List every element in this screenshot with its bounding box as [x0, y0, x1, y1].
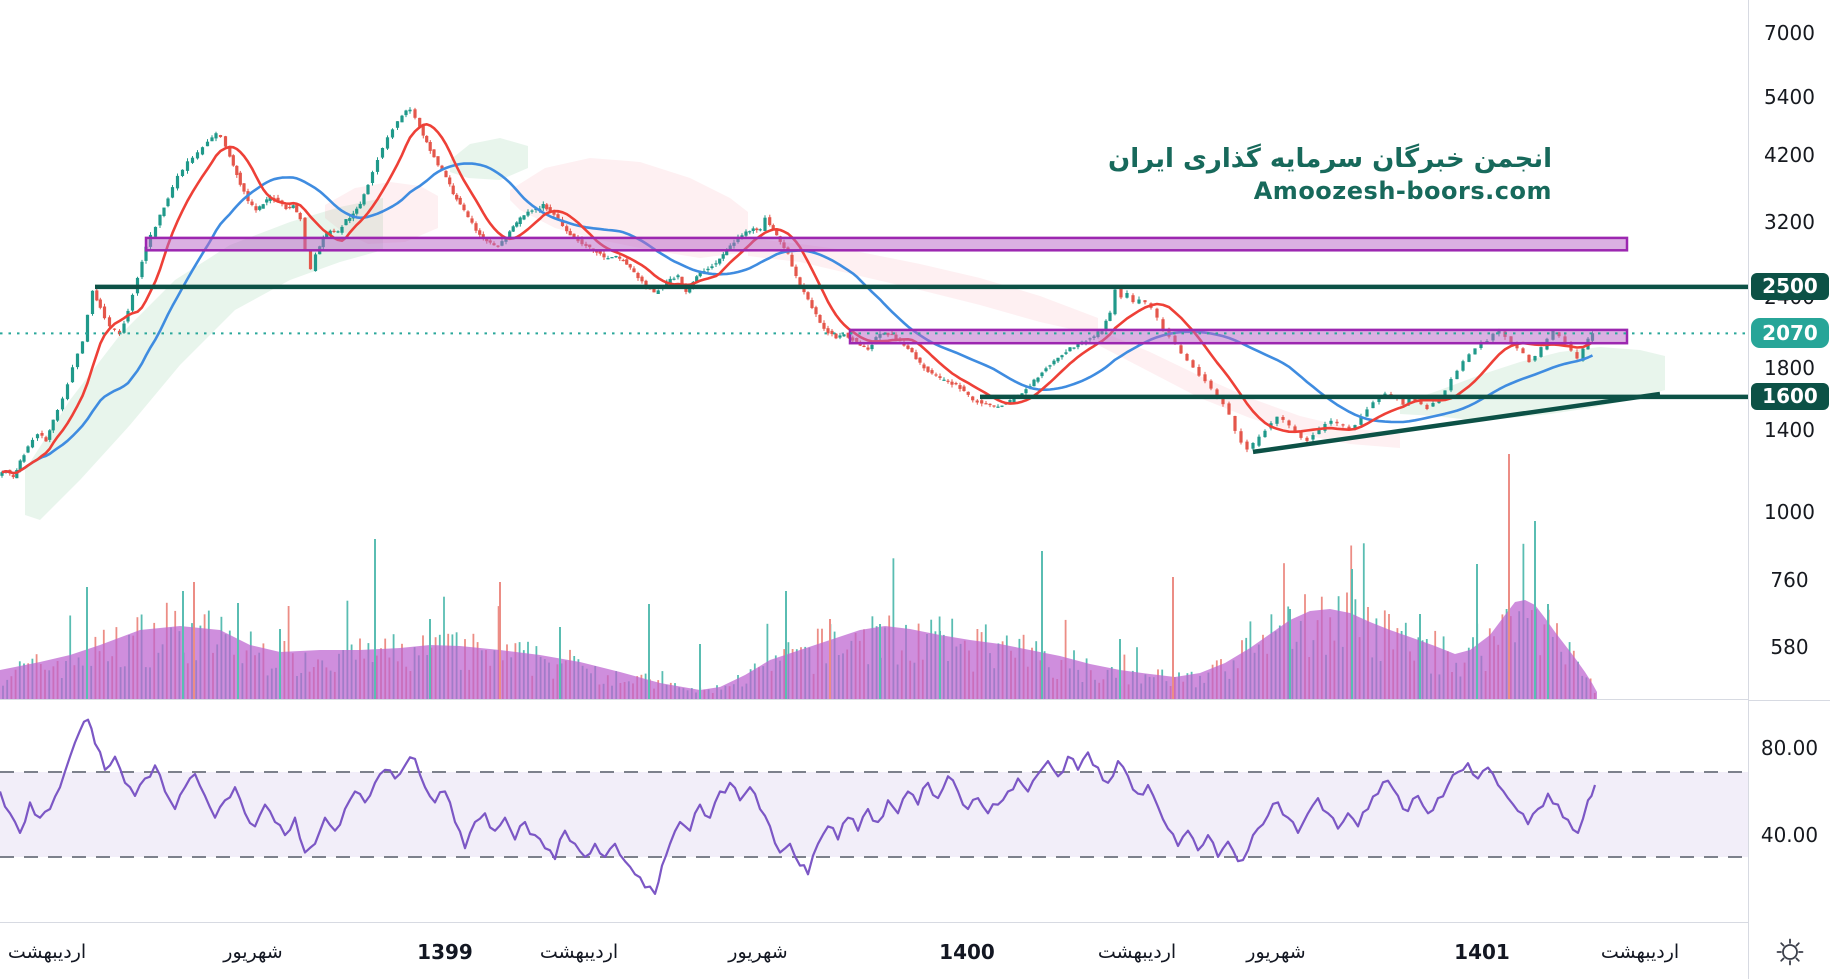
supply-demand-zone[interactable] — [848, 328, 1629, 345]
sun-settings-icon[interactable] — [1775, 937, 1805, 967]
time-label-month: اردیبهشت — [1600, 940, 1680, 963]
price-tick-4200: 4200 — [1764, 143, 1815, 167]
time-axis[interactable]: اردیبهشت شهریور 1399 اردیبهشت شهریور 1400 اردی… — [0, 924, 1830, 979]
price-tick-1400: 1400 — [1764, 418, 1815, 442]
time-label-year-1401: 1401 — [1454, 939, 1510, 964]
rsi-band-fill — [0, 772, 1748, 857]
axis-pane-separator — [1749, 700, 1830, 701]
time-label-month: شهریور — [223, 940, 283, 963]
price-pane[interactable]: انجمن خبرگان سرمایه گذاری ایران Amoozesh… — [0, 0, 1748, 700]
price-badge-1600: 1600 — [1751, 382, 1829, 410]
supply-demand-zone[interactable] — [144, 236, 1629, 252]
price-tick-580: 580 — [1770, 635, 1809, 659]
ichimoku-cloud — [510, 158, 748, 258]
rsi-tick-80.00: 80.00 — [1760, 736, 1819, 760]
time-label-month: اردیبهشت — [1097, 940, 1177, 963]
volume-spikes — [86, 454, 1549, 699]
price-badge-2500: 2500 — [1751, 272, 1829, 300]
ichimoku-cloud — [1400, 347, 1665, 420]
rsi-chart-canvas[interactable] — [0, 701, 1748, 923]
ichimoku-cloud — [25, 198, 383, 520]
time-label-month: اردیبهشت — [539, 940, 619, 963]
price-tick-3200: 3200 — [1764, 210, 1815, 234]
price-axis[interactable]: 70005400420032002400180014001000760580 8… — [1748, 0, 1830, 924]
price-tick-7000: 7000 — [1764, 21, 1815, 45]
price-tick-760: 760 — [1770, 568, 1809, 592]
rsi-tick-40.00: 40.00 — [1760, 823, 1819, 847]
ichimoku-cloud — [450, 138, 528, 180]
time-label-year-1400: 1400 — [939, 939, 995, 964]
ma-fast-line — [1, 123, 1594, 475]
time-label-month: شهریور — [728, 940, 788, 963]
rsi-pane[interactable] — [0, 701, 1748, 923]
price-tick-5400: 5400 — [1764, 85, 1815, 109]
time-label-month: اردیبهشت — [7, 940, 87, 963]
time-label-year-1399: 1399 — [417, 939, 473, 964]
time-label-month: شهریور — [1246, 940, 1306, 963]
price-tick-1000: 1000 — [1764, 500, 1815, 524]
time-axis-corner[interactable] — [1748, 924, 1830, 979]
price-badge-2070: 2070 — [1751, 318, 1829, 348]
rsi-line — [0, 718, 1597, 895]
trendline[interactable] — [1252, 391, 1661, 455]
price-chart-canvas[interactable] — [0, 0, 1748, 700]
price-tick-1800: 1800 — [1764, 356, 1815, 380]
volume-ma-area — [0, 600, 1597, 699]
